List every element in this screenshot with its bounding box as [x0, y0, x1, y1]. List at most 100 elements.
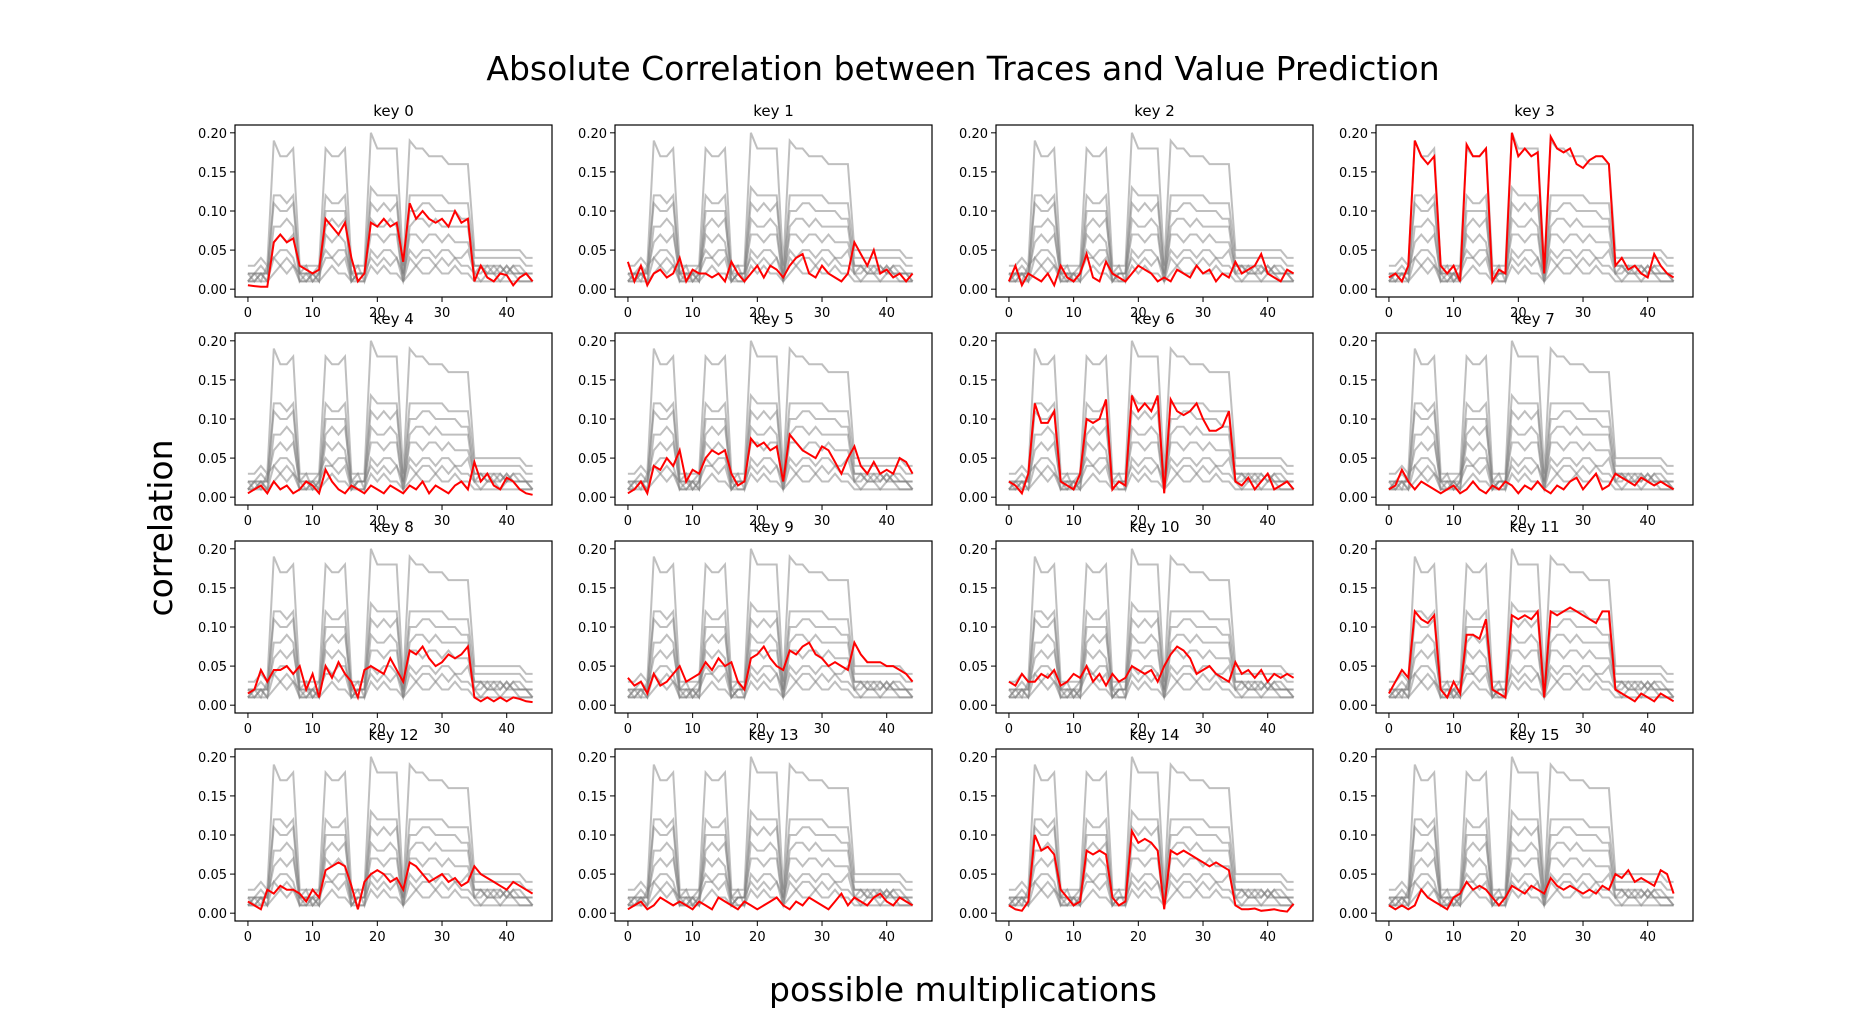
subplot-title: key 6 — [1134, 310, 1175, 328]
x-tick-label: 10 — [684, 306, 701, 321]
y-tick-label: 0.15 — [959, 582, 988, 597]
y-tick-label: 0.15 — [959, 166, 988, 181]
x-tick-label: 40 — [1259, 930, 1276, 945]
y-tick-label: 0.20 — [1339, 127, 1368, 142]
x-tick-label: 0 — [244, 306, 252, 321]
background-series-line — [247, 408, 533, 492]
x-tick-label: 40 — [1639, 306, 1656, 321]
y-tick-label: 0.00 — [578, 699, 607, 714]
background-series-line — [1008, 463, 1294, 494]
y-tick-label: 0.00 — [959, 283, 988, 298]
y-tick-label: 0.00 — [198, 907, 227, 922]
background-series-line — [1388, 184, 1674, 277]
background-series-line — [627, 871, 914, 909]
y-tick-label: 0.10 — [1339, 621, 1368, 636]
background-series-line — [1008, 663, 1295, 701]
y-tick-label: 0.10 — [198, 829, 227, 844]
x-tick-label: 0 — [244, 514, 252, 529]
y-tick-label: 0.05 — [959, 452, 988, 467]
x-tick-label: 0 — [244, 722, 252, 737]
subplot-title: key 2 — [1134, 102, 1175, 120]
background-series-line — [1388, 600, 1674, 693]
subplot-title: key 0 — [373, 102, 414, 120]
x-tick-label: 20 — [749, 930, 766, 945]
y-tick-label: 0.10 — [1339, 205, 1368, 220]
x-tick-label: 10 — [1065, 306, 1082, 321]
x-tick-label: 0 — [1385, 930, 1393, 945]
highlighted-series-line — [1008, 395, 1295, 496]
background-series-line — [1008, 871, 1295, 909]
background-series-line — [247, 808, 533, 901]
subplot-title: key 8 — [373, 518, 414, 536]
subplot-key-1: key 1 0 10 20 30 40 0.00 0.05 0.10 0.15 0.20 — [578, 102, 933, 321]
subplot-title: key 13 — [748, 726, 798, 744]
y-tick-label: 0.20 — [198, 335, 227, 350]
x-tick-label: 30 — [814, 930, 831, 945]
x-tick-label: 0 — [1385, 306, 1393, 321]
x-tick-label: 0 — [1385, 514, 1393, 529]
x-tick-label: 20 — [1130, 514, 1147, 529]
subplot-key-6: key 6 0 10 20 30 40 0.00 0.05 0.10 0.15 0.20 — [959, 310, 1314, 529]
y-tick-label: 0.15 — [1339, 582, 1368, 597]
x-tick-label: 30 — [1575, 930, 1592, 945]
background-series-line — [627, 132, 913, 269]
y-tick-label: 0.00 — [1339, 907, 1368, 922]
background-series-line — [247, 263, 533, 283]
y-tick-label: 0.00 — [959, 907, 988, 922]
background-series-line — [1388, 263, 1674, 283]
y-tick-label: 0.05 — [1339, 452, 1368, 467]
y-tick-label: 0.15 — [198, 582, 227, 597]
x-tick-label: 40 — [878, 722, 895, 737]
background-series-line — [247, 455, 534, 493]
x-tick-label: 40 — [498, 930, 515, 945]
y-tick-label: 0.20 — [1339, 335, 1368, 350]
y-tick-label: 0.15 — [578, 166, 607, 181]
highlighted-series-line — [1008, 645, 1295, 688]
background-series-line — [627, 887, 913, 907]
y-tick-label: 0.05 — [198, 452, 227, 467]
x-tick-label: 40 — [1639, 722, 1656, 737]
background-series-line — [627, 463, 913, 494]
x-tick-label: 40 — [1259, 514, 1276, 529]
y-tick-label: 0.15 — [1339, 166, 1368, 181]
highlighted-series-line — [247, 644, 533, 704]
y-tick-label: 0.05 — [1339, 244, 1368, 259]
y-tick-label: 0.20 — [959, 127, 988, 142]
subplot-key-15: key 15 0 10 20 30 40 0.00 0.05 0.10 0.15 0.20 — [1339, 726, 1694, 945]
y-tick-label: 0.10 — [959, 205, 988, 220]
x-tick-label: 40 — [498, 514, 515, 529]
subplot-key-14: key 14 0 10 20 30 40 0.00 0.05 0.10 0.15 0.20 — [959, 726, 1314, 945]
background-series-line — [1008, 200, 1294, 284]
subplot-key-12: key 12 0 10 20 30 40 0.00 0.05 0.10 0.15 0.20 — [198, 726, 553, 945]
highlighted-series-line — [626, 239, 914, 288]
x-tick-label: 20 — [749, 514, 766, 529]
background-series-line — [1008, 756, 1294, 893]
background-series-line — [247, 548, 533, 685]
background-series-line — [1388, 392, 1674, 485]
background-series-line — [1008, 255, 1294, 286]
background-series-line — [247, 255, 533, 286]
x-tick-label: 10 — [304, 722, 321, 737]
y-tick-label: 0.15 — [959, 374, 988, 389]
background-series-line — [1008, 887, 1294, 907]
y-tick-label: 0.20 — [959, 751, 988, 766]
y-tick-label: 0.10 — [578, 829, 607, 844]
background-series-line — [627, 548, 913, 685]
background-series-line — [247, 756, 533, 893]
background-series-line — [1388, 671, 1674, 702]
background-series-line — [247, 663, 534, 701]
background-series-line — [1008, 132, 1294, 269]
subplot-title: key 11 — [1509, 518, 1559, 536]
y-tick-label: 0.00 — [578, 907, 607, 922]
x-tick-label: 20 — [1130, 930, 1147, 945]
background-series-line — [247, 340, 533, 477]
subplot-key-9: key 9 0 10 20 30 40 0.00 0.05 0.10 0.15 0.20 — [578, 518, 933, 737]
y-tick-label: 0.10 — [959, 413, 988, 428]
x-tick-label: 0 — [624, 306, 632, 321]
y-tick-label: 0.00 — [198, 283, 227, 298]
y-tick-label: 0.10 — [1339, 413, 1368, 428]
x-tick-label: 40 — [1639, 930, 1656, 945]
background-series-line — [627, 824, 913, 908]
x-tick-label: 30 — [1195, 514, 1212, 529]
